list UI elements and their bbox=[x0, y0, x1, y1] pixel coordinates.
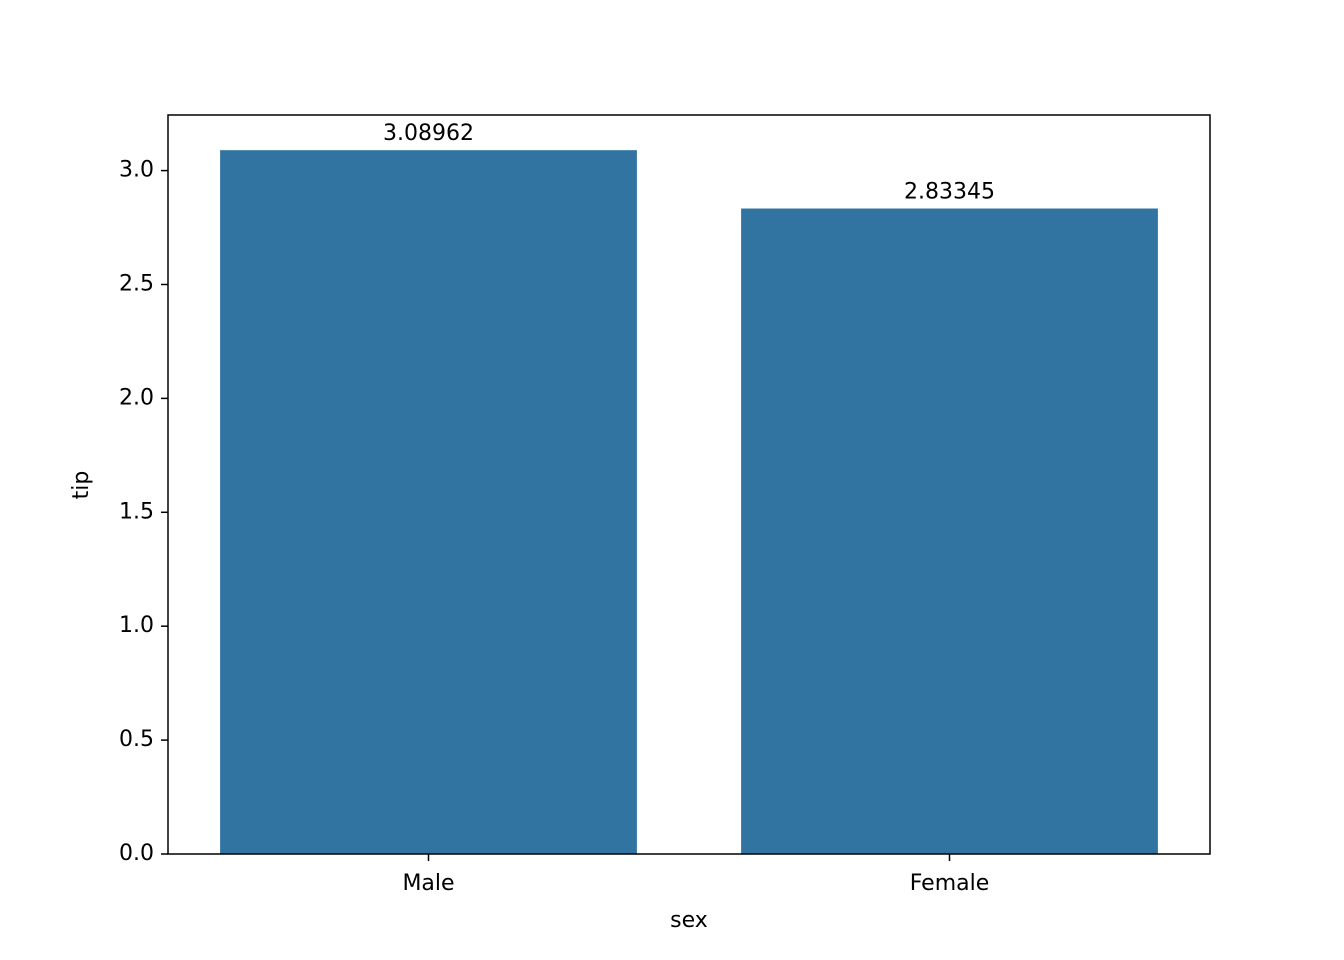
bar bbox=[220, 150, 637, 854]
y-tick-label: 1.5 bbox=[119, 499, 154, 524]
plot-frame bbox=[167, 114, 1211, 855]
y-tick-label: 3.0 bbox=[119, 158, 154, 183]
y-tick-label: 1.0 bbox=[119, 613, 154, 638]
data-label: 2.83345 bbox=[904, 180, 995, 205]
y-tick-label: 0.5 bbox=[119, 727, 154, 752]
x-tick-label: Female bbox=[910, 871, 990, 896]
y-tick-label: 2.0 bbox=[119, 385, 154, 410]
data-label: 3.08962 bbox=[383, 121, 474, 146]
x-tick-label: Male bbox=[402, 871, 454, 896]
y-tick-label: 0.0 bbox=[119, 841, 154, 866]
y-axis-label: tip bbox=[69, 471, 94, 500]
x-axis-label: sex bbox=[670, 908, 708, 933]
y-tick-label: 2.5 bbox=[119, 271, 154, 296]
bar bbox=[741, 208, 1158, 855]
